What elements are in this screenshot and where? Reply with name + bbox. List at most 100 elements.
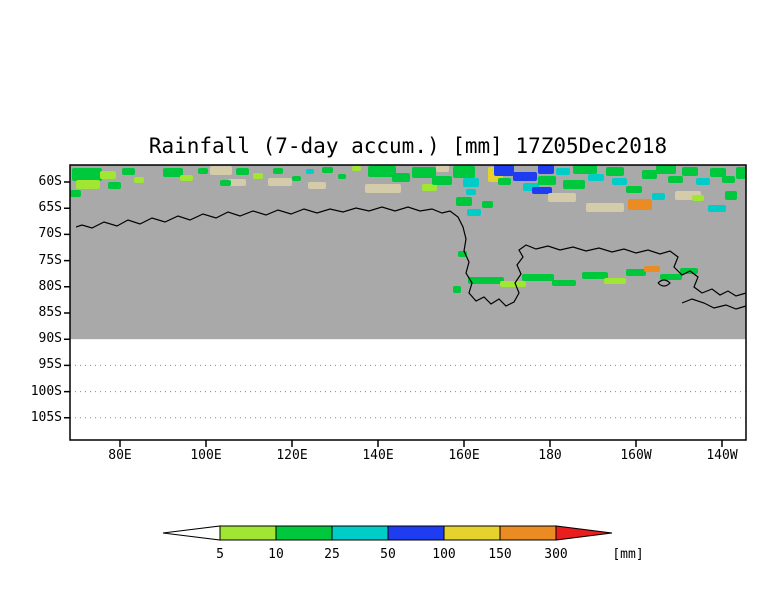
- x-tick-label: 160E: [448, 448, 480, 463]
- map-plot: [64, 164, 747, 447]
- y-tick-label: 80S: [38, 279, 62, 294]
- rainfall-patch: [338, 174, 346, 179]
- rainfall-patch: [548, 193, 576, 202]
- rainfall-patch: [682, 167, 698, 176]
- rainfall-patch: [463, 178, 479, 187]
- rainfall-patch: [538, 176, 556, 185]
- rainfall-patch: [210, 166, 232, 175]
- rainfall-patch: [736, 167, 746, 179]
- rainfall-patch: [273, 168, 283, 174]
- colorbar-tick-label: 150: [488, 547, 511, 562]
- rainfall-patch: [134, 177, 144, 183]
- colorbar-units-label: [mm]: [612, 547, 643, 562]
- rainfall-patch: [725, 191, 737, 200]
- rainfall-patch: [268, 178, 292, 186]
- rainfall-patch: [432, 176, 452, 185]
- rainfall-patch: [588, 174, 604, 181]
- colorbar-tick-label: 300: [544, 547, 567, 562]
- x-tick-label: 160W: [620, 448, 652, 463]
- rainfall-patch: [306, 169, 314, 174]
- rainfall-patch: [708, 205, 726, 212]
- colorbar-left-arrow: [162, 525, 221, 541]
- rainfall-patch: [586, 203, 624, 212]
- rainfall-patch: [500, 281, 526, 287]
- rainfall-patch: [628, 199, 652, 210]
- y-tick-label: 95S: [38, 357, 62, 372]
- rainfall-patch: [163, 168, 183, 177]
- rainfall-patch: [72, 168, 102, 181]
- rainfall-patch: [292, 176, 301, 181]
- rainfall-patch: [122, 168, 135, 175]
- rainfall-patch: [498, 178, 511, 185]
- rainfall-patch: [228, 179, 246, 186]
- rainfall-patch: [236, 168, 249, 175]
- rainfall-patch: [392, 173, 410, 182]
- y-tick-label: 70S: [38, 226, 62, 241]
- rainfall-patch: [652, 193, 665, 200]
- colorbar-segment: [219, 525, 277, 541]
- rainfall-patch: [556, 168, 570, 175]
- colorbar-tick-label: 50: [380, 547, 396, 562]
- rainfall-patch: [573, 165, 597, 174]
- rainfall-patch: [644, 266, 660, 272]
- rainfall-patch: [308, 182, 326, 189]
- chart-title: Rainfall (7-day accum.) [mm] 17Z05Dec201…: [148, 134, 668, 158]
- rainfall-patch: [532, 187, 552, 194]
- colorbar-tick-label: 5: [216, 547, 224, 562]
- rainfall-patch: [563, 180, 585, 189]
- rainfall-patch: [322, 167, 333, 173]
- rainfall-patch: [522, 274, 554, 281]
- rainfall-patch: [70, 190, 81, 197]
- rainfall-patch: [253, 173, 263, 179]
- rainfall-patch: [668, 176, 683, 183]
- rainfall-patches: [70, 165, 746, 293]
- rainfall-patch: [76, 180, 100, 189]
- rainfall-patch: [696, 178, 710, 185]
- y-tick-label: 85S: [38, 305, 62, 320]
- y-tick-label: 105S: [30, 410, 62, 425]
- rainfall-patch: [710, 168, 726, 177]
- rainfall-patch: [642, 170, 657, 179]
- colorbar-segment: [275, 525, 333, 541]
- rainfall-patch: [368, 166, 396, 177]
- y-tick-label: 100S: [30, 384, 62, 399]
- rainfall-patch: [456, 197, 472, 206]
- colorbar-segment: [499, 525, 557, 541]
- rainfall-patch: [606, 167, 624, 176]
- rainfall-patch: [466, 189, 476, 195]
- rainfall-patch: [180, 175, 193, 181]
- colorbar-tick-label: 25: [324, 547, 340, 562]
- lat-gridlines-dotted: [70, 364, 746, 419]
- rainfall-patch: [582, 272, 608, 279]
- rainfall-patch: [468, 277, 504, 284]
- rainfall-patch: [436, 165, 449, 172]
- rainfall-patch: [722, 176, 735, 183]
- y-tick-label: 75S: [38, 253, 62, 268]
- colorbar-tick-label: 100: [432, 547, 455, 562]
- rainfall-patch: [538, 165, 554, 174]
- colorbar-right-arrow: [555, 525, 613, 541]
- axis-ticks: [64, 181, 723, 447]
- rainfall-patch: [453, 286, 461, 293]
- coastline: [76, 206, 747, 310]
- rainfall-patch: [365, 184, 401, 193]
- rainfall-patch: [352, 166, 361, 171]
- rainfall-patch: [494, 165, 514, 176]
- rainfall-patch: [513, 172, 537, 181]
- rainfall-patch: [467, 209, 481, 216]
- colorbar-segment: [387, 525, 445, 541]
- rainfall-patch: [220, 180, 231, 186]
- rainfall-patch: [100, 171, 116, 179]
- x-tick-label: 120E: [276, 448, 308, 463]
- data-region-background: [70, 165, 746, 340]
- rainfall-patch: [626, 269, 646, 276]
- rainfall-patch: [108, 182, 121, 189]
- plot-frame: [69, 164, 747, 441]
- rainfall-patch: [552, 280, 576, 286]
- rainfall-patch: [422, 184, 437, 191]
- x-tick-label: 140W: [706, 448, 738, 463]
- x-tick-label: 140E: [362, 448, 394, 463]
- x-tick-label: 100E: [190, 448, 222, 463]
- y-tick-label: 65S: [38, 200, 62, 215]
